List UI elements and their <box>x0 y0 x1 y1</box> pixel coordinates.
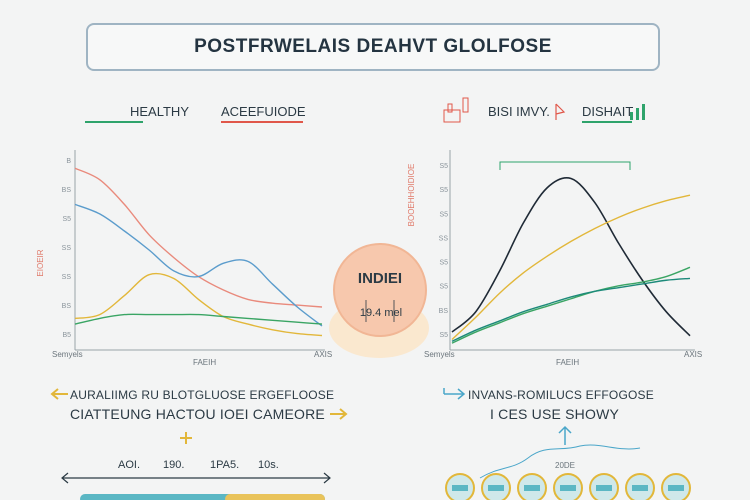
series-line <box>74 272 323 337</box>
flow-node-core <box>452 485 468 491</box>
flow-node-core <box>560 485 576 491</box>
right-x-label: FAEIH <box>556 358 579 367</box>
legend-item-dishait: DISHAIT <box>582 104 633 123</box>
timeline-arrows-icon <box>61 472 331 484</box>
timeline-tick: 10s. <box>258 459 279 471</box>
legend-label: BISI IMVY. <box>488 104 550 119</box>
legend-item-bisi: BISI IMVY. <box>488 104 550 119</box>
right-chart: BOOEHHOIDIOE Semyels FAEIH AXIS S5 S5 S5 SS… <box>407 150 702 367</box>
y-tick-label: B <box>66 158 71 165</box>
y-tick-label: BS <box>439 308 449 315</box>
right-x-end: AXIS <box>684 350 702 359</box>
bar-chart-icon <box>443 97 469 123</box>
legend-item-healthy: HEALTHY <box>85 104 189 123</box>
flow-node-core <box>668 485 684 491</box>
timeline-tick: AOI. <box>118 459 141 471</box>
series-line <box>74 313 323 325</box>
y-tick-label: S5 <box>62 216 71 223</box>
legend-item-aceefuiode: ACEEFUIODE <box>221 104 306 123</box>
y-tick-label: SS <box>62 245 72 252</box>
y-tick-label: SS <box>439 235 449 242</box>
progress-bar-segment <box>225 494 325 500</box>
left-y-label: EIOEIR <box>36 249 45 276</box>
flow-line <box>479 444 641 479</box>
series-line <box>74 167 323 308</box>
left-x-end: AXIS <box>314 350 332 359</box>
left-x-label: FAEIH <box>193 358 216 367</box>
right-x-start: Semyels <box>424 350 455 359</box>
right-y-label: BOOEHHOIDIOE <box>407 164 416 227</box>
left-chart: EIOEIR Semyels FAEIH AXIS B BS S5 SS SS BS B5 <box>36 150 332 367</box>
node-label: 20DE <box>555 461 575 470</box>
footer-left-graphics <box>50 388 348 500</box>
flag-icon <box>555 103 566 120</box>
legend-swatch <box>221 121 303 123</box>
y-tick-label: S5 <box>439 163 448 170</box>
y-tick-label: S5 <box>439 187 448 194</box>
footer-left-line1: AURALIIMG RU BLOTGLUOSE ERGEFLOOSE <box>70 388 335 402</box>
series-line <box>451 177 691 337</box>
center-value: 19.4 mel <box>360 307 402 319</box>
series-line <box>451 277 691 342</box>
small-bars-icon <box>630 104 645 120</box>
y-tick-label: S5 <box>439 284 448 291</box>
center-title: INDIEI <box>358 270 402 287</box>
series-line <box>451 194 691 340</box>
footer-right-line2: I CES USE SHOWY <box>490 406 620 422</box>
arrow-right-icon <box>443 388 466 400</box>
y-tick-label: S5 <box>439 211 448 218</box>
y-tick-label: S5 <box>439 332 448 339</box>
legend-swatch <box>85 121 143 123</box>
center-badge: INDIEI 19.4 mel <box>329 243 429 358</box>
arrow-left-icon <box>50 388 68 400</box>
chart-title: POSTFRWELAIS DEAHVT GLOLFOSE <box>86 23 660 71</box>
legend-swatch <box>582 121 632 123</box>
flow-node-core <box>488 485 504 491</box>
timeline-tick: 190. <box>163 459 185 471</box>
legend-label: ACEEFUIODE <box>221 104 306 119</box>
series-line <box>74 203 323 327</box>
series-line <box>451 266 691 344</box>
arrow-up-icon <box>558 425 572 445</box>
legend-label: DISHAIT <box>582 104 634 119</box>
y-tick-label: B5 <box>62 332 71 339</box>
plus-icon <box>180 432 192 444</box>
footer-left-line2: CIATTEUNG HACTOU IOEI CAMEORE <box>70 406 325 422</box>
range-bracket <box>499 161 631 170</box>
y-tick-label: S5 <box>439 260 448 267</box>
footer-right-line1: INVANS-ROMILUCS EFFOGOSE <box>468 388 654 402</box>
flow-node-core <box>524 485 540 491</box>
left-x-start: Semyels <box>52 350 83 359</box>
timeline-tick: 1PA5. <box>210 459 240 471</box>
legend-label: HEALTHY <box>130 104 189 119</box>
y-tick-label: BS <box>62 303 72 310</box>
footer-right-graphics: 20DE <box>443 388 691 500</box>
y-tick-label: SS <box>62 274 72 281</box>
flow-node-core <box>596 485 612 491</box>
arrow-right-icon <box>330 408 348 420</box>
flow-node-core <box>632 485 648 491</box>
y-tick-label: BS <box>62 187 72 194</box>
